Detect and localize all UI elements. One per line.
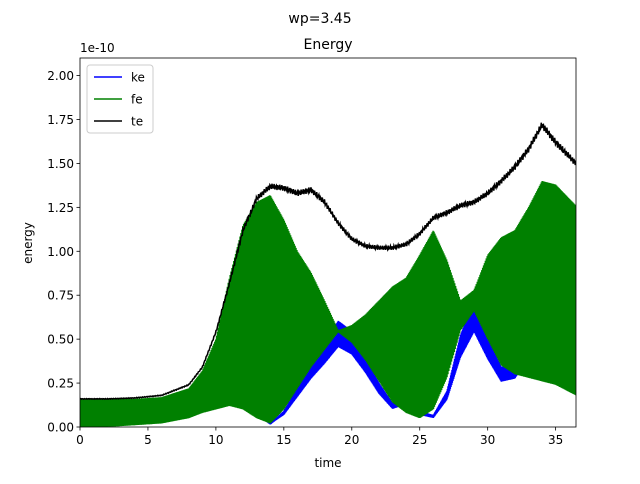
y-tick-label: 0.75 xyxy=(47,289,74,303)
y-tick-label: 0.50 xyxy=(47,333,74,347)
axes: 0 5 10 15 20 25 30 35 0.00 0.25 0.50 0.75 1.00 1.25 1.… xyxy=(47,57,577,447)
x-tick-label: 35 xyxy=(548,433,563,447)
y-tick-label: 1.75 xyxy=(47,113,74,127)
legend: ke fe te xyxy=(86,64,154,134)
series-te-line xyxy=(80,122,576,401)
y-tick-label: 1.50 xyxy=(47,157,74,171)
y-tick-label: 2.00 xyxy=(47,69,74,83)
chart-title: Energy xyxy=(303,37,352,53)
legend-label-te: te xyxy=(131,115,143,129)
y-scale-label: 1e-10 xyxy=(80,41,115,55)
x-tick-label: 15 xyxy=(276,433,291,447)
plot-frame xyxy=(79,57,577,428)
x-tick-label: 20 xyxy=(344,433,359,447)
legend-label-fe: fe xyxy=(131,93,143,107)
x-tick-label: 25 xyxy=(412,433,427,447)
y-tick-label: 1.00 xyxy=(47,245,74,259)
series-fe-band xyxy=(80,180,576,427)
y-tick-label: 0.00 xyxy=(47,421,74,435)
x-tick-label: 30 xyxy=(480,433,495,447)
plot-area xyxy=(80,122,576,427)
x-tick-label: 0 xyxy=(76,433,84,447)
legend-label-ke: ke xyxy=(131,71,145,85)
figure-suptitle: wp=3.45 xyxy=(288,11,351,27)
y-axis-label: energy xyxy=(21,222,35,264)
y-tick-label: 1.25 xyxy=(47,201,74,215)
x-tick-label: 10 xyxy=(208,433,223,447)
x-tick-label: 5 xyxy=(144,433,152,447)
y-tick-label: 0.25 xyxy=(47,377,74,391)
x-axis-label: time xyxy=(314,456,341,470)
